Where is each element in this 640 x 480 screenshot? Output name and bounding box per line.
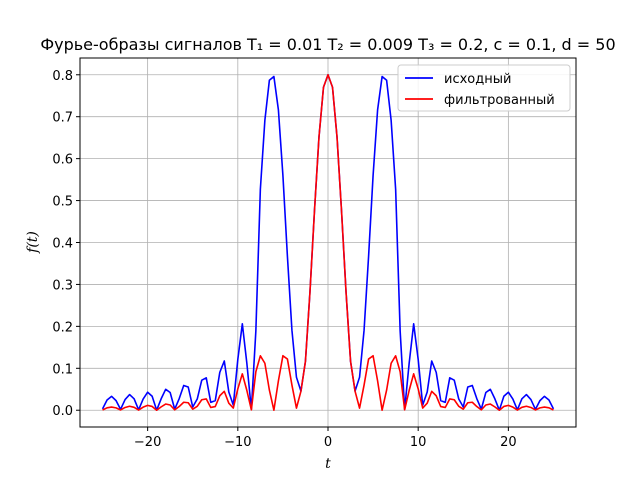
y-tick-label: 0.4 (52, 237, 73, 252)
y-tick-label: 0.1 (52, 362, 73, 377)
y-tick-label: 0.7 (52, 111, 73, 126)
chart-title: Фурье-образы сигналов T₁ = 0.01 T₂ = 0.0… (40, 35, 615, 54)
y-axis-label: f(t) (25, 231, 41, 254)
legend-label: фильтрованный (444, 93, 555, 108)
x-axis-label: t (325, 456, 331, 472)
x-tick-label: −10 (224, 435, 251, 450)
series-line-1 (102, 73, 554, 412)
x-tick-label: 0 (324, 435, 332, 450)
x-tick-label: −20 (134, 435, 161, 450)
x-tick-label: 10 (410, 435, 427, 450)
y-tick-label: 0.0 (52, 404, 73, 419)
ticks: −20 −10 0 10 20 0.0 0.1 0.2 0.3 0.4 0.5 0.6 0.7 0.8 (52, 69, 516, 450)
y-tick-label: 0.3 (52, 278, 73, 293)
legend-label: исходный (444, 72, 511, 87)
y-tick-label: 0.2 (52, 320, 73, 335)
x-tick-label: 20 (500, 435, 517, 450)
y-tick-label: 0.5 (52, 195, 73, 210)
series-layer (101, 73, 555, 412)
y-tick-label: 0.6 (52, 153, 73, 168)
legend: исходный фильтрованный (397, 64, 571, 112)
y-tick-label: 0.8 (52, 69, 73, 84)
legend-box (397, 64, 571, 112)
